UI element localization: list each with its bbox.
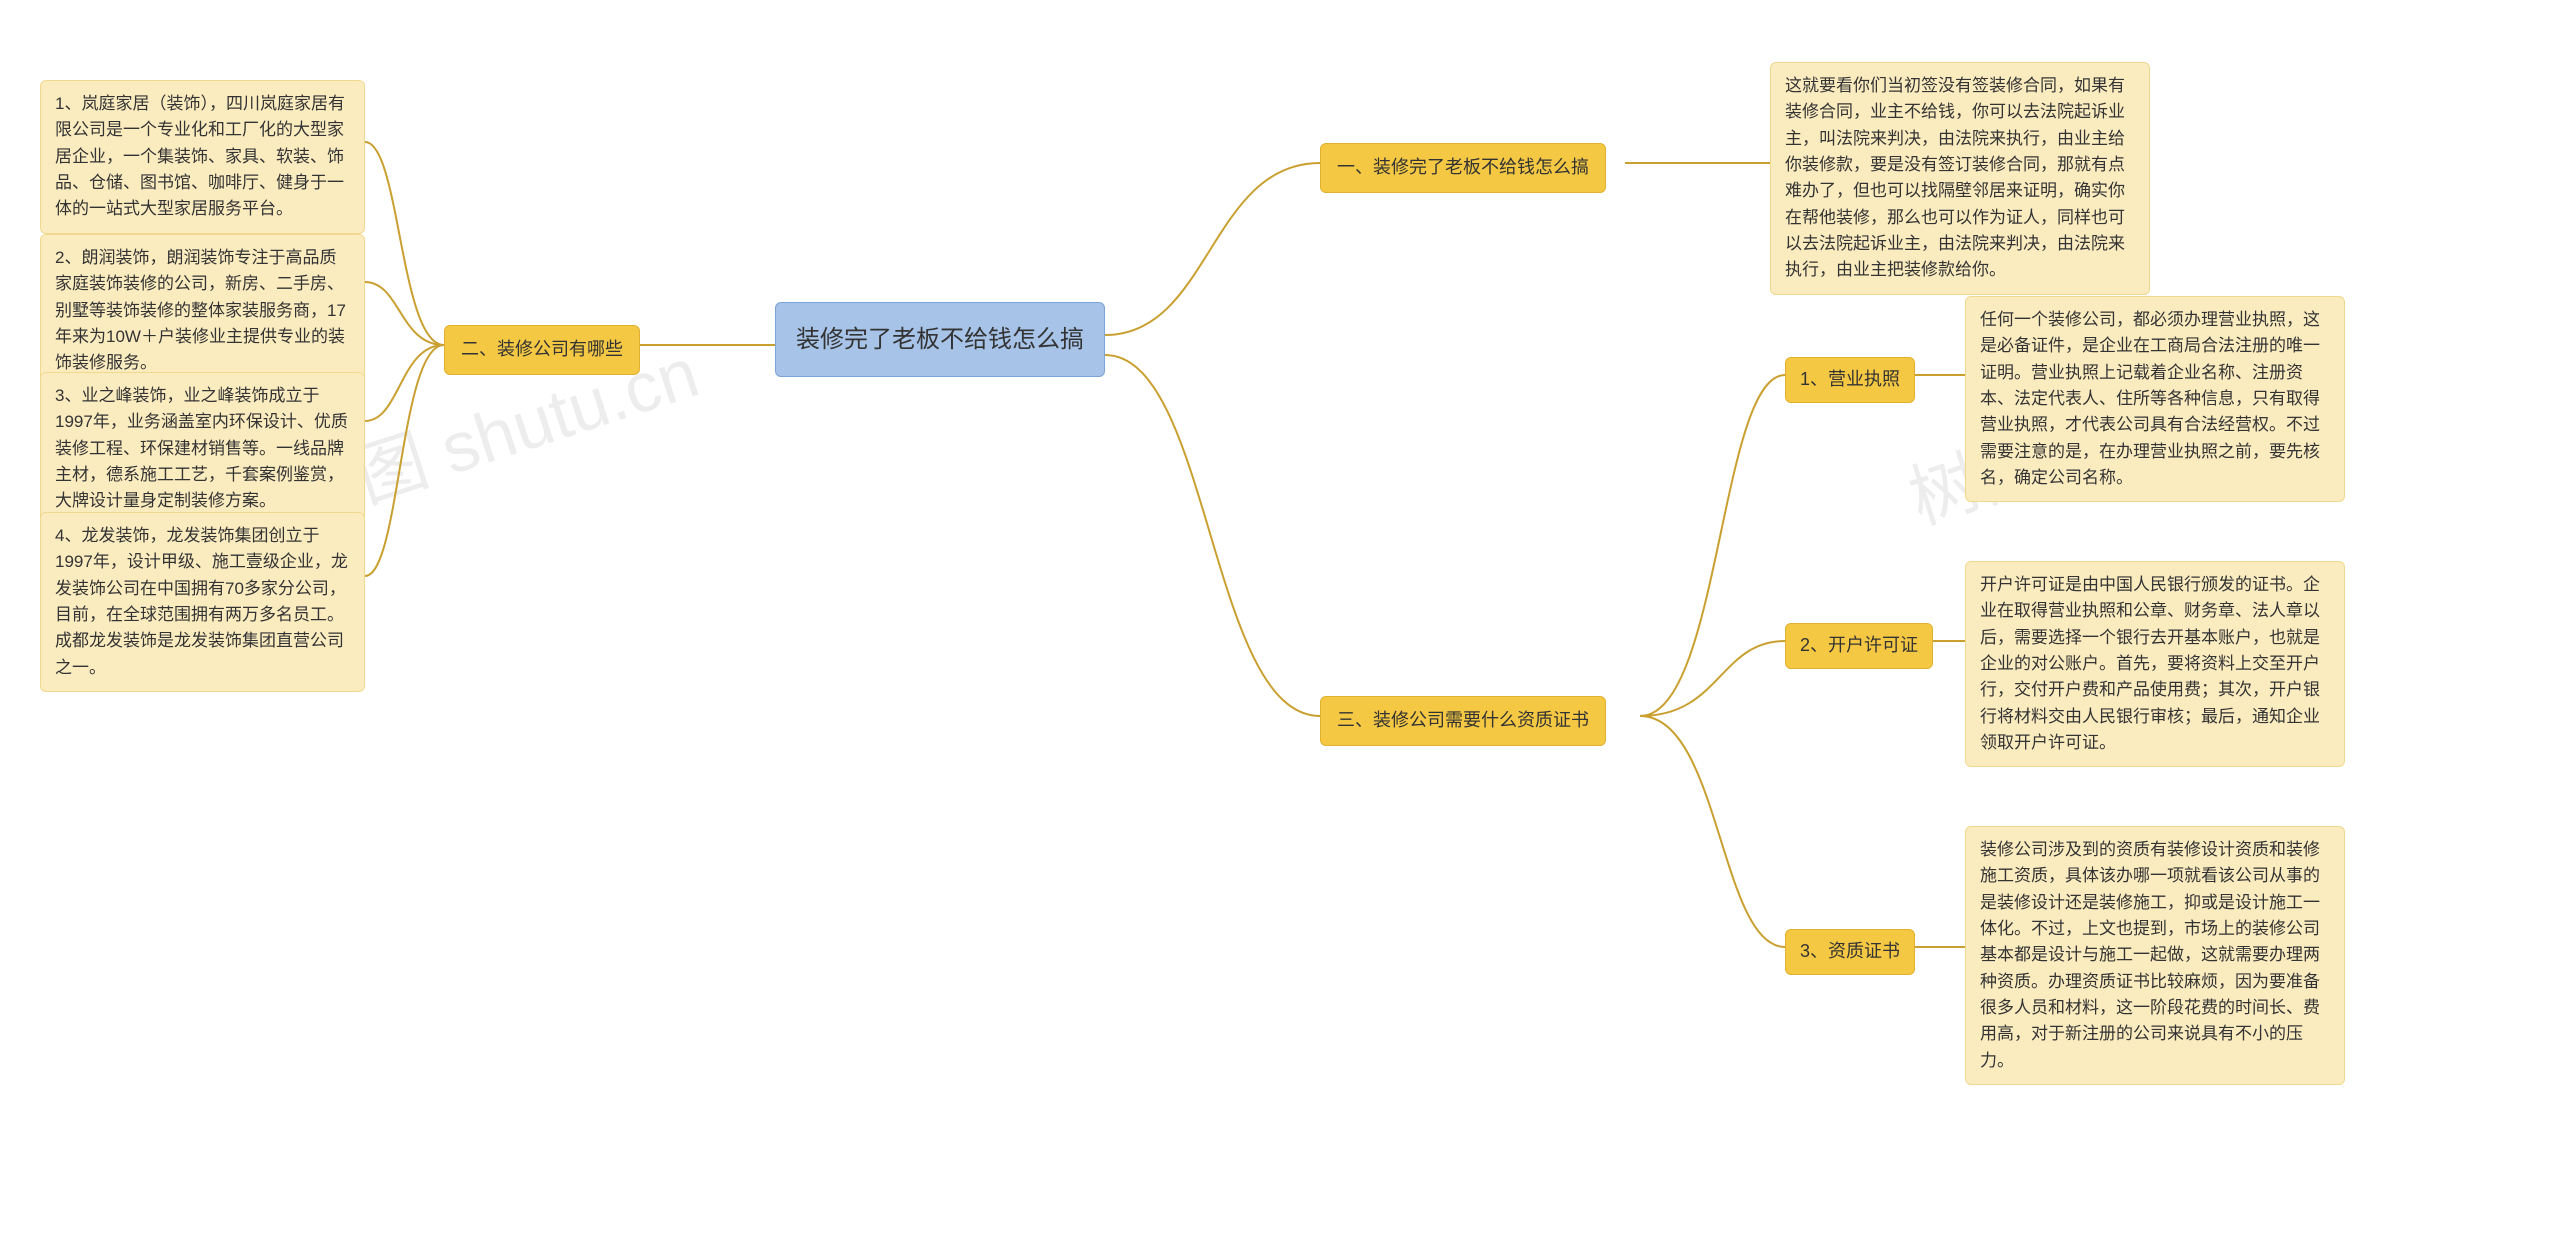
leaf-2-4: 4、龙发装饰，龙发装饰集团创立于1997年，设计甲级、施工壹级企业，龙发装饰公司… [40, 512, 365, 692]
root-node: 装修完了老板不给钱怎么搞 [775, 302, 1105, 377]
sub-3-1-label: 1、营业执照 [1800, 369, 1900, 389]
leaf-3-2: 开户许可证是由中国人民银行颁发的证书。企业在取得营业执照和公章、财务章、法人章以… [1965, 561, 2345, 767]
leaf-1: 这就要看你们当初签没有签装修合同，如果有装修合同，业主不给钱，你可以去法院起诉业… [1770, 62, 2150, 295]
leaf-2-3-text: 3、业之峰装饰，业之峰装饰成立于1997年，业务涵盖室内环保设计、优质装修工程、… [55, 386, 348, 510]
leaf-3-2-text: 开户许可证是由中国人民银行颁发的证书。企业在取得营业执照和公章、财务章、法人章以… [1980, 575, 2320, 752]
leaf-3-3-text: 装修公司涉及到的资质有装修设计资质和装修施工资质，具体该办哪一项就看该公司从事的… [1980, 840, 2320, 1070]
leaf-2-1: 1、岚庭家居（装饰），四川岚庭家居有限公司是一个专业化和工厂化的大型家居企业，一… [40, 80, 365, 234]
branch-2-label: 二、装修公司有哪些 [461, 339, 623, 359]
root-text: 装修完了老板不给钱怎么搞 [796, 326, 1084, 353]
sub-3-3: 3、资质证书 [1785, 929, 1915, 975]
sub-3-2: 2、开户许可证 [1785, 623, 1933, 669]
leaf-2-4-text: 4、龙发装饰，龙发装饰集团创立于1997年，设计甲级、施工壹级企业，龙发装饰公司… [55, 526, 348, 677]
leaf-2-1-text: 1、岚庭家居（装饰），四川岚庭家居有限公司是一个专业化和工厂化的大型家居企业，一… [55, 94, 345, 218]
branch-3-label: 三、装修公司需要什么资质证书 [1337, 710, 1589, 730]
leaf-3-1: 任何一个装修公司，都必须办理营业执照，这是必备证件，是企业在工商局合法注册的唯一… [1965, 296, 2345, 502]
branch-3: 三、装修公司需要什么资质证书 [1320, 696, 1606, 746]
leaf-3-1-text: 任何一个装修公司，都必须办理营业执照，这是必备证件，是企业在工商局合法注册的唯一… [1980, 310, 2320, 487]
branch-2: 二、装修公司有哪些 [444, 325, 640, 375]
leaf-2-2: 2、朗润装饰，朗润装饰专注于高品质家庭装饰装修的公司，新房、二手房、别墅等装饰装… [40, 234, 365, 388]
sub-3-3-label: 3、资质证书 [1800, 941, 1900, 961]
sub-3-2-label: 2、开户许可证 [1800, 635, 1918, 655]
leaf-2-2-text: 2、朗润装饰，朗润装饰专注于高品质家庭装饰装修的公司，新房、二手房、别墅等装饰装… [55, 248, 346, 372]
branch-1-label: 一、装修完了老板不给钱怎么搞 [1337, 157, 1589, 177]
leaf-3-3: 装修公司涉及到的资质有装修设计资质和装修施工资质，具体该办哪一项就看该公司从事的… [1965, 826, 2345, 1085]
branch-1: 一、装修完了老板不给钱怎么搞 [1320, 143, 1606, 193]
leaf-2-3: 3、业之峰装饰，业之峰装饰成立于1997年，业务涵盖室内环保设计、优质装修工程、… [40, 372, 365, 526]
sub-3-1: 1、营业执照 [1785, 357, 1915, 403]
leaf-1-text: 这就要看你们当初签没有签装修合同，如果有装修合同，业主不给钱，你可以去法院起诉业… [1785, 76, 2125, 279]
